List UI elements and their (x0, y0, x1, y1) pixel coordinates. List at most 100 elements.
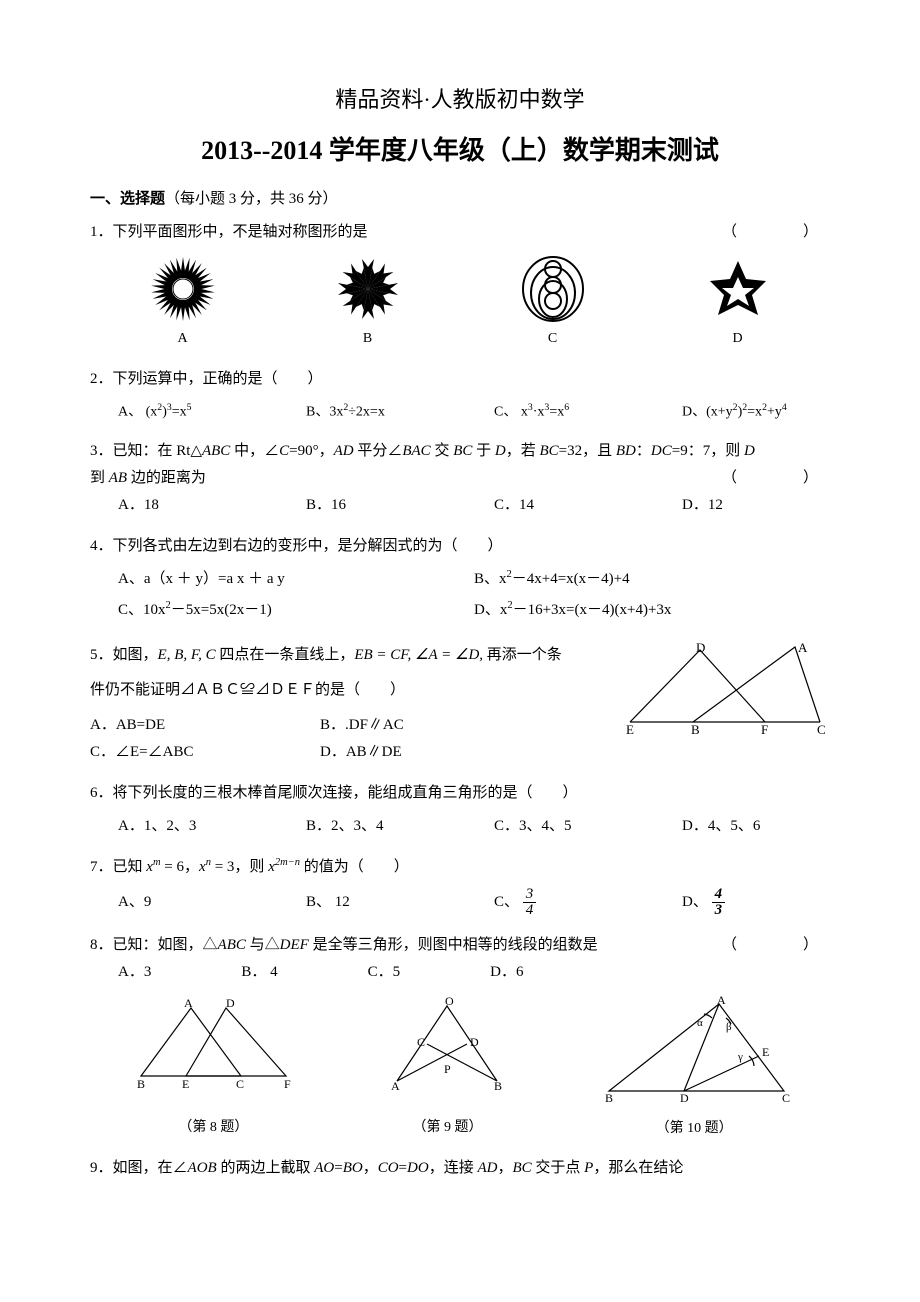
svg-text:E: E (626, 722, 634, 737)
svg-text:C: C (782, 1091, 790, 1105)
q1-label-c: C (514, 326, 592, 351)
q2-opt-d: D、(x+y2)2=x2+y4 (682, 399, 830, 425)
svg-text:D: D (226, 996, 235, 1010)
q3-opt-a: A．18 (118, 492, 266, 519)
q3-num: 3． (90, 443, 113, 459)
doc-title: 2013--2014 学年度八年级（上）数学期末测试 (90, 128, 830, 175)
svg-text:A: A (717, 996, 726, 1007)
q1-paren: （ ） (722, 219, 830, 246)
q2-opt-a: A、 (x2)3=x5 (118, 399, 266, 425)
fig9-icon: O C D P A B (372, 996, 522, 1091)
svg-text:A: A (798, 642, 808, 655)
svg-text:C: C (236, 1077, 244, 1091)
q1-symbol-a: A (144, 254, 222, 351)
svg-text:C: C (817, 722, 826, 737)
section-note: （每小题 3 分，共 36 分） (165, 191, 338, 207)
q3-opt-b: B．16 (306, 492, 454, 519)
sunburst-icon (144, 254, 222, 324)
q7-opt-b: B、 12 (306, 889, 454, 916)
question-6: 6．将下列长度的三根木棒首尾顺次连接，能组成直角三角形的是（ ） A．1、2、3… (90, 780, 830, 840)
q4-opt-c: C、10x2－5x=5x(2x－1) (118, 597, 474, 624)
svg-text:A: A (391, 1079, 400, 1091)
q5-num: 5． (90, 647, 113, 663)
q5-opt-b: B．.DF∥AC (320, 712, 404, 739)
question-2: 2．下列运算中，正确的是（ ） A、 (x2)3=x5 B、3x2÷2x=x C… (90, 366, 830, 425)
svg-text:F: F (761, 722, 768, 737)
q4-opt-b: B、x2－4x+4=x(x－4)+4 (474, 566, 830, 593)
q7-opt-d: D、 43 (682, 887, 830, 918)
q2-options: A、 (x2)3=x5 B、3x2÷2x=x C、 x3·x3=x6 D、(x+… (90, 399, 830, 425)
fig10-icon: A B D C E α β γ (594, 996, 794, 1106)
fig8-icon: B E C F A D (126, 996, 301, 1091)
q6-opt-d: D．4、5、6 (682, 813, 830, 840)
q5-figure: E B F C D A (620, 642, 830, 737)
q7-num: 7． (90, 859, 113, 875)
question-3: 3．已知：在 Rt△ABC 中，∠C=90°，AD 平分∠BAC 交 BC 于 … (90, 438, 830, 519)
fig9-caption: （第 9 题） (372, 1115, 522, 1140)
svg-text:C: C (417, 1035, 425, 1049)
snowflake-icon (329, 254, 407, 324)
q4-opt-a: A、a（x ＋ y）=a x ＋ a y (118, 566, 474, 593)
q3-opt-c: C．14 (494, 492, 642, 519)
q4-num: 4． (90, 538, 113, 554)
svg-text:F: F (284, 1077, 291, 1091)
figures-row: B E C F A D （第 8 题） O C D P A B (90, 996, 830, 1140)
q8-opt-a: A．3 (118, 959, 151, 986)
question-4: 4．下列各式由左边到右边的变形中，是分解因式的为（ ） A、a（x ＋ y）=a… (90, 533, 830, 628)
svg-text:B: B (494, 1079, 502, 1091)
q2-opt-c: C、 x3·x3=x6 (494, 399, 642, 425)
svg-text:E: E (762, 1045, 769, 1059)
q1-label-a: A (144, 326, 222, 351)
q3-paren: （ ） (722, 465, 830, 492)
q8-opt-b: B． 4 (241, 959, 277, 986)
q1-label-d: D (699, 326, 777, 351)
doc-subtitle: 精品资料·人教版初中数学 (90, 80, 830, 120)
q2-num: 2． (90, 371, 113, 387)
question-1: 1．下列平面图形中，不是轴对称图形的是 （ ） (90, 219, 830, 351)
question-8: 8．已知：如图，△ABC 与△DEF 是全等三角形，则图中相等的线段的组数是 （… (90, 932, 830, 1140)
q7-options: A、9 B、 12 C、 34 D、 43 (90, 887, 830, 918)
q6-options: A．1、2、3 B．2、3、4 C．3、4、5 D．4、5、6 (90, 813, 830, 840)
q7-opt-c: C、 34 (494, 887, 642, 918)
q5-opt-a: A．AB=DE (90, 712, 320, 739)
star-icon (699, 254, 777, 324)
svg-text:P: P (444, 1062, 451, 1076)
q2-opt-b: B、3x2÷2x=x (306, 399, 454, 425)
svg-text:γ: γ (737, 1051, 743, 1063)
q6-opt-c: C．3、4、5 (494, 813, 642, 840)
q7-opt-a: A、9 (118, 889, 266, 916)
fig8-caption: （第 8 题） (126, 1115, 301, 1140)
svg-text:β: β (726, 1021, 732, 1033)
q1-stem: 下列平面图形中，不是轴对称图形的是 (113, 224, 368, 240)
fig10: A B D C E α β γ （第 10 题） (594, 996, 794, 1140)
svg-text:E: E (182, 1077, 189, 1091)
q8-options: A．3 B． 4 C．5 D．6 (90, 959, 830, 986)
q4-options: A、a（x ＋ y）=a x ＋ a y B、x2－4x+4=x(x－4)+4 … (90, 566, 830, 628)
q8-paren: （ ） (722, 932, 830, 959)
q1-symbols: A B (90, 254, 830, 351)
section-title: 一、选择题（每小题 3 分，共 36 分） (90, 186, 830, 213)
q4-stem: 下列各式由左边到右边的变形中，是分解因式的为（ ） (113, 538, 503, 554)
circles-icon (514, 254, 592, 324)
q2-stem: 下列运算中，正确的是（ ） (113, 371, 323, 387)
q5-opt-c: C．∠E=∠ABC (90, 739, 320, 766)
q1-label-b: B (329, 326, 407, 351)
q6-stem: 将下列长度的三根木棒首尾顺次连接，能组成直角三角形的是（ ） (113, 785, 578, 801)
question-7: 7．已知 xm = 6，xn = 3，则 x2m−n 的值为（ ） A、9 B、… (90, 854, 830, 918)
q1-symbol-b: B (329, 254, 407, 351)
q6-opt-a: A．1、2、3 (118, 813, 266, 840)
section-label: 一、选择题 (90, 191, 165, 207)
svg-text:B: B (137, 1077, 145, 1091)
q1-stem-row: 1．下列平面图形中，不是轴对称图形的是 （ ） (90, 219, 830, 246)
q3-options: A．18 B．16 C．14 D．12 (90, 492, 830, 519)
svg-text:D: D (680, 1091, 689, 1105)
q6-opt-b: B．2、3、4 (306, 813, 454, 840)
q5-opt-d: D．AB∥DE (320, 739, 402, 766)
svg-text:B: B (691, 722, 700, 737)
q1-symbol-d: D (699, 254, 777, 351)
svg-text:O: O (445, 996, 454, 1008)
fig8: B E C F A D （第 8 题） (126, 996, 301, 1140)
svg-text:A: A (184, 996, 193, 1010)
question-5: E B F C D A 5．如图，E, B, F, C 四点在一条直线上，EB … (90, 642, 830, 766)
q3-opt-d: D．12 (682, 492, 830, 519)
